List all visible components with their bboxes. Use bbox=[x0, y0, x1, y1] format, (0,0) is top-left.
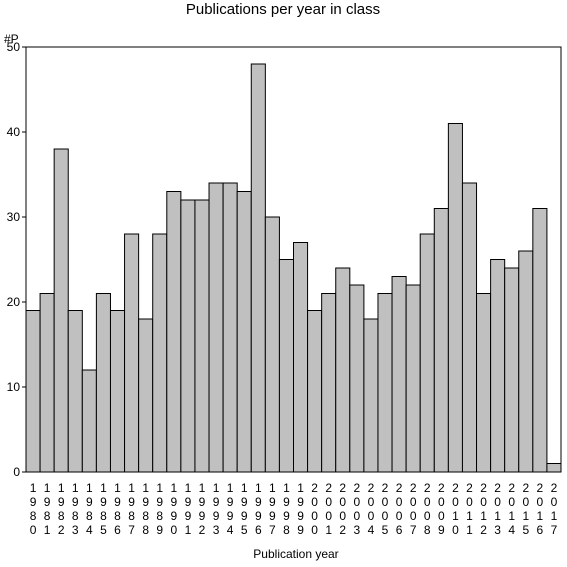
bar-1988 bbox=[138, 318, 154, 473]
bar-1984 bbox=[81, 369, 97, 473]
bar-1994 bbox=[222, 182, 238, 473]
bar-1997 bbox=[264, 216, 280, 473]
y-tick-label-0: 0 bbox=[13, 465, 20, 479]
bar-2015 bbox=[518, 250, 534, 473]
bar-1982 bbox=[53, 148, 69, 473]
x-axis-label: Publication year bbox=[253, 547, 338, 561]
bar-2012 bbox=[476, 293, 492, 473]
bar-2010 bbox=[447, 123, 463, 473]
bar-1985 bbox=[95, 293, 111, 473]
bar-1993 bbox=[208, 182, 224, 473]
bar-2008 bbox=[419, 233, 435, 473]
plot-frame bbox=[25, 46, 562, 473]
bar-2017 bbox=[546, 463, 562, 473]
bars-group bbox=[25, 63, 562, 473]
y-tick-label-40: 40 bbox=[7, 125, 21, 139]
bar-1980 bbox=[25, 310, 41, 473]
bar-2003 bbox=[349, 284, 365, 473]
y-tick-label-50: 50 bbox=[7, 40, 21, 54]
bar-2001 bbox=[321, 293, 337, 473]
bar-1981 bbox=[39, 293, 55, 473]
bar-1990 bbox=[166, 191, 182, 473]
bar-1991 bbox=[180, 199, 196, 473]
bar-2016 bbox=[532, 208, 548, 473]
bar-1996 bbox=[250, 63, 266, 473]
bar-2009 bbox=[433, 208, 449, 473]
bar-2007 bbox=[405, 284, 421, 473]
bar-1983 bbox=[67, 310, 83, 473]
y-axis-ticks: 0 10 20 30 40 50 bbox=[7, 40, 26, 479]
y-tick-label-10: 10 bbox=[7, 380, 21, 394]
chart-title: Publications per year in class bbox=[186, 1, 380, 18]
bar-1986 bbox=[109, 310, 126, 473]
bar-2014 bbox=[504, 267, 520, 473]
x-axis-tick-labels: 1 9 8 0 1 9 8 1 1 9 8 2 1 9 8 3 1 9 8 4 1 9 8 5 1 9 8 6 1 9 8 7 1 9 8 8 1 9 8 9… bbox=[30, 481, 558, 537]
bar-2011 bbox=[461, 182, 478, 473]
bar-2006 bbox=[391, 276, 407, 473]
bar-2004 bbox=[363, 318, 379, 473]
bar-1998 bbox=[278, 259, 295, 473]
y-tick-label-30: 30 bbox=[7, 210, 21, 224]
bar-2013 bbox=[490, 259, 506, 473]
bar-1989 bbox=[152, 233, 168, 473]
bar-1999 bbox=[293, 242, 309, 473]
bar-2002 bbox=[335, 267, 351, 473]
bar-2005 bbox=[377, 293, 393, 473]
bar-1992 bbox=[194, 199, 210, 473]
y-axis-label: #P bbox=[4, 32, 19, 46]
bar-1995 bbox=[236, 191, 252, 473]
y-tick-label-20: 20 bbox=[7, 295, 21, 309]
bar-2000 bbox=[307, 310, 323, 473]
bar-1987 bbox=[124, 233, 140, 473]
